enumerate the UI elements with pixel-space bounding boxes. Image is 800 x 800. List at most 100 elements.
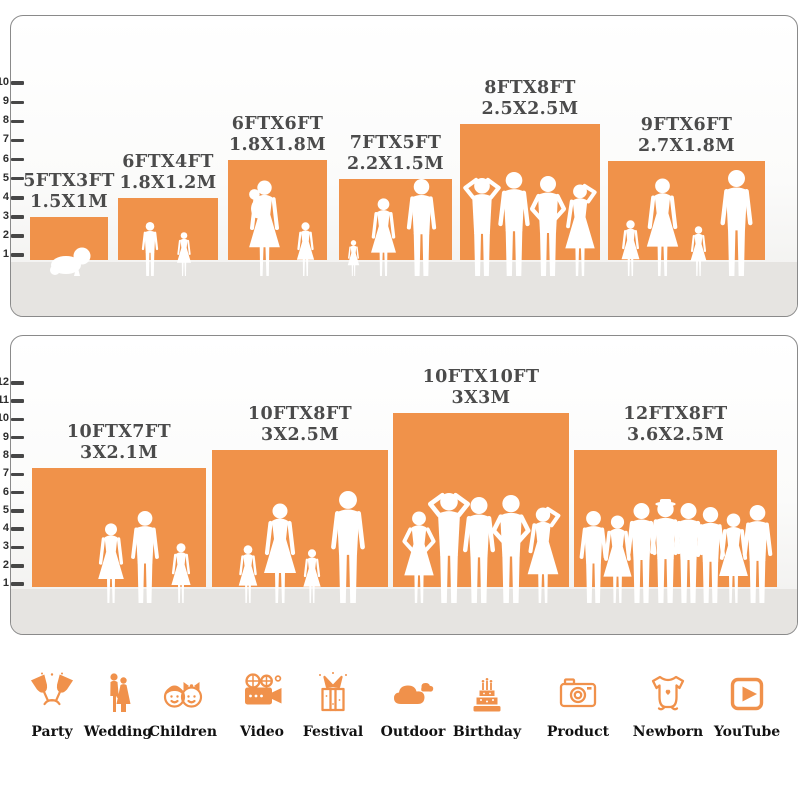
size-meters: 2.5X2.5M — [481, 99, 579, 119]
backdrop-bar-6ftx6ft — [228, 160, 327, 276]
size-feet: 5FTX3FT — [23, 171, 115, 191]
category-label: Party — [31, 724, 73, 740]
category-birthday: Birthday — [445, 670, 529, 740]
y-tick-mark — [11, 564, 24, 568]
category-label: Outdoor — [380, 724, 446, 740]
y-tick-label: 3 — [2, 540, 9, 553]
y-tick-label: 9 — [2, 430, 9, 443]
backdrop-bar-7ftx5ft — [339, 179, 452, 276]
size-meters: 1.8X1.8M — [228, 135, 327, 155]
y-tick-mark — [11, 490, 24, 495]
y-tick-mark — [11, 234, 24, 238]
bar-size-label: 5FTX3FT 1.5X1M — [0, 171, 169, 213]
people-silhouettes — [463, 172, 597, 276]
category-label: Children — [148, 724, 218, 740]
size-meters: 2.2X1.5M — [346, 154, 445, 174]
bar-size-label: 10FTX10FT 3X3M — [381, 367, 581, 409]
y-tick-label: 2 — [2, 228, 9, 241]
y-tick-label: 8 — [2, 448, 9, 461]
y-tick-mark — [11, 119, 24, 124]
y-tick-label: 9 — [2, 95, 9, 108]
y-tick-label: 6 — [2, 152, 9, 165]
y-tick-mark — [11, 100, 24, 104]
category-label: Product — [546, 724, 610, 740]
children-icon — [163, 682, 203, 708]
y-tick-mark — [11, 157, 24, 162]
y-tick-mark — [11, 472, 24, 476]
size-meters: 3.6X2.5M — [626, 425, 725, 445]
size-meters: 3X2.1M — [80, 443, 158, 463]
size-feet: 8FTX8FT — [484, 78, 576, 98]
people-silhouettes — [98, 511, 191, 603]
youtube-icon — [730, 677, 764, 711]
y-tick-label: 12 — [0, 375, 9, 388]
people-silhouettes — [621, 170, 753, 276]
bar-size-label: 7FTX5FT 2.2X1.5M — [296, 133, 496, 175]
bar-size-label: 8FTX8FT 2.5X2.5M — [430, 78, 630, 120]
people-silhouettes — [249, 180, 315, 276]
outdoor-icon — [394, 683, 434, 704]
backdrop-bar-8ftx8ft — [460, 124, 600, 276]
size-meters: 1.8X1.2M — [119, 173, 217, 193]
y-tick-label: 1 — [2, 577, 9, 589]
backdrop-bar-5ftx3ft — [30, 217, 108, 276]
size-feet: 12FTX8FT — [623, 404, 728, 424]
size-feet: 10FTX7FT — [66, 422, 172, 442]
y-tick-label: 7 — [2, 467, 9, 480]
y-tick-label: 2 — [2, 558, 9, 571]
y-tick-label: 10 — [0, 412, 9, 425]
category-product: Product — [536, 670, 620, 740]
party-icon — [30, 672, 74, 706]
y-tick-mark — [11, 399, 24, 403]
category-wedding: Wedding — [76, 670, 160, 740]
y-tick-label: 3 — [2, 209, 9, 222]
wedding-icon — [110, 673, 131, 712]
bar-size-label: 6FTX4FT 1.8X1.2M — [68, 152, 268, 194]
size-feet: 6FTX6FT — [231, 114, 324, 134]
category-video: Video — [220, 670, 304, 740]
y-tick-mark — [11, 545, 24, 550]
size-feet: 10FTX8FT — [247, 404, 353, 424]
bar-size-label: 10FTX8FT 3X2.5M — [200, 404, 400, 446]
y-tick-mark — [11, 381, 24, 385]
y-tick-label: 8 — [2, 114, 9, 127]
size-meters: 3X2.5M — [261, 425, 339, 445]
y-tick-label: 4 — [2, 190, 9, 203]
y-tick-mark — [11, 435, 24, 440]
bar-size-label: 10FTX7FT 3X2.1M — [19, 422, 219, 464]
size-meters: 2.7X1.8M — [637, 136, 736, 156]
bar-size-label: 9FTX6FT 2.7X1.8M — [587, 115, 787, 157]
y-tick-mark — [11, 582, 24, 586]
people-silhouettes — [141, 222, 192, 276]
category-party: Party — [10, 670, 94, 740]
bar-size-label: 6FTX6FT 1.8X1.8M — [178, 114, 378, 156]
category-label: Newborn — [632, 724, 704, 740]
category-youtube: YouTube — [705, 670, 789, 740]
y-tick-mark — [11, 527, 24, 531]
backdrop-bar-10ftx7ft — [32, 468, 206, 603]
backdrop-bar-9ftx6ft — [608, 161, 765, 276]
category-festival: Festival — [291, 670, 375, 740]
y-tick-mark — [11, 196, 24, 200]
category-children: Children — [141, 670, 225, 740]
bar-size-label: 12FTX8FT 3.6X2.5M — [576, 404, 776, 446]
y-tick-label: 1 — [2, 248, 9, 260]
y-tick-mark — [11, 417, 24, 422]
backdrop-bar-10ftx10ft — [393, 413, 569, 603]
newborn-icon — [651, 675, 685, 711]
size-feet: 9FTX6FT — [640, 115, 733, 135]
backdrop-bar-10ftx8ft — [212, 450, 388, 603]
y-tick-mark — [11, 215, 24, 219]
size-feet: 10FTX10FT — [422, 367, 540, 387]
people-silhouettes — [238, 491, 365, 603]
people-silhouettes — [50, 247, 91, 276]
y-tick-label: 10 — [0, 76, 9, 89]
size-meters: 3X3M — [451, 388, 511, 408]
festival-icon — [319, 672, 347, 712]
y-tick-mark — [11, 176, 24, 181]
category-label: Video — [240, 724, 284, 740]
birthday-icon — [473, 678, 501, 712]
y-tick-mark — [11, 81, 24, 85]
backdrop-bar-12ftx8ft — [574, 450, 777, 603]
